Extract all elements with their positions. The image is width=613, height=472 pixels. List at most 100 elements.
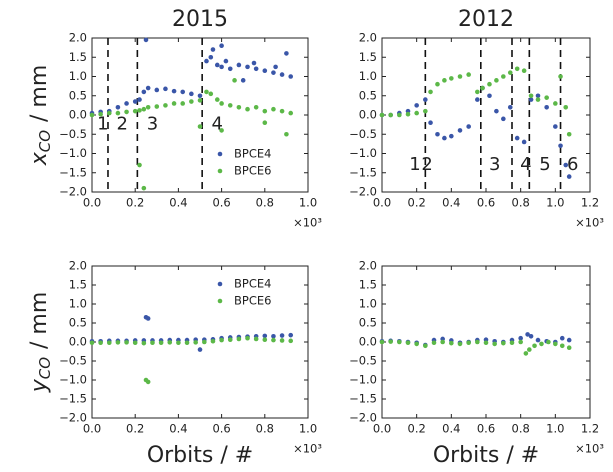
x-tick-label: 0.2: [126, 196, 144, 210]
data-point: [566, 131, 572, 137]
data-point: [535, 337, 541, 343]
data-point: [388, 112, 393, 118]
data-point: [141, 106, 147, 112]
data-point: [143, 37, 149, 43]
data-point: [245, 106, 250, 112]
data-point: [163, 86, 168, 92]
data-point: [442, 135, 447, 141]
legend-label: BPCE6: [234, 164, 271, 178]
data-point: [553, 101, 558, 106]
y-label-unit: / mm: [27, 65, 52, 122]
y-tick-label: 0.5: [69, 316, 87, 330]
data-point: [184, 340, 190, 346]
data-point: [163, 103, 168, 108]
data-point: [176, 340, 181, 346]
data-point: [98, 340, 103, 346]
data-point: [449, 340, 454, 346]
region-label: 1: [409, 154, 420, 175]
data-point: [141, 340, 147, 346]
data-point: [262, 337, 268, 343]
data-point: [150, 340, 155, 346]
x-tick-label: 0.2: [408, 196, 426, 210]
y-tick-label: −1.5: [59, 392, 87, 406]
data-point: [487, 93, 492, 99]
data-point: [449, 133, 454, 139]
region-label: 6: [567, 154, 578, 175]
data-point: [106, 340, 112, 346]
legend-marker: [217, 151, 223, 157]
legend-label: BPCE6: [234, 294, 271, 308]
region-label: 3: [489, 154, 500, 175]
y-tick-label: 1.5: [359, 278, 377, 292]
region-label: 4: [520, 154, 531, 175]
data-point: [428, 120, 433, 125]
data-point: [180, 101, 186, 106]
data-point: [423, 97, 428, 102]
data-point: [288, 74, 294, 79]
y-label-subscript: CO: [36, 357, 54, 379]
data-point: [132, 108, 138, 114]
data-point: [521, 139, 527, 145]
data-point: [271, 337, 276, 343]
data-point: [132, 340, 138, 346]
data-point: [197, 347, 203, 352]
data-point: [279, 108, 285, 114]
x-offset-label: ×10³: [575, 442, 604, 456]
data-point: [189, 91, 194, 97]
data-point: [253, 336, 259, 342]
data-point: [566, 345, 572, 351]
data-point: [197, 124, 203, 129]
data-point: [219, 128, 224, 133]
y-axis-label: yCO / mm: [27, 292, 54, 394]
data-point: [494, 78, 499, 83]
data-point: [89, 112, 95, 118]
data-point: [501, 74, 506, 79]
data-point: [132, 99, 138, 104]
y-tick-label: 0.0: [359, 108, 377, 122]
data-point: [435, 81, 440, 87]
data-point: [279, 338, 285, 343]
x-tick-label: 0.0: [83, 196, 101, 210]
data-point: [414, 103, 419, 108]
y-tick-label: −0.5: [59, 354, 87, 368]
data-point: [137, 108, 142, 113]
data-point: [106, 110, 112, 116]
x-tick-label: 0.6: [212, 422, 230, 436]
data-point: [379, 112, 385, 118]
data-point: [189, 99, 194, 104]
legend-marker: [217, 168, 223, 174]
data-point: [279, 72, 285, 77]
x-tick-label: 0.0: [373, 422, 391, 436]
data-point: [262, 120, 268, 125]
y-tick-label: −1.5: [59, 165, 87, 179]
region-label: 2: [421, 154, 432, 175]
y-tick-label: 0.0: [359, 335, 377, 349]
data-point: [214, 97, 220, 102]
y-tick-label: 0.0: [69, 335, 87, 349]
data-point: [563, 105, 569, 110]
y-tick-label: −2.0: [349, 411, 377, 425]
data-point: [219, 64, 224, 70]
data-point: [202, 339, 207, 345]
y-label-unit: / mm: [27, 292, 52, 349]
legend-label: BPCE4: [234, 147, 271, 161]
data-point: [210, 47, 216, 52]
data-point: [240, 78, 246, 83]
y-axis-label: xCO / mm: [27, 65, 54, 167]
y-tick-label: −0.5: [349, 354, 377, 368]
data-point: [251, 60, 257, 66]
data-point: [236, 336, 242, 342]
data-point: [559, 335, 565, 341]
data-point: [236, 105, 242, 110]
data-point: [539, 341, 544, 347]
data-point: [223, 58, 229, 64]
panel-title: 2012: [458, 7, 514, 32]
x-tick-label: 0.8: [512, 422, 530, 436]
data-point: [204, 89, 209, 95]
data-point: [487, 81, 492, 87]
y-tick-label: 2.0: [69, 259, 87, 273]
y-tick-label: 1.0: [69, 297, 87, 311]
data-point: [480, 85, 485, 91]
y-tick-label: −1.0: [59, 373, 87, 387]
x-tick-label: 1.2: [581, 422, 599, 436]
